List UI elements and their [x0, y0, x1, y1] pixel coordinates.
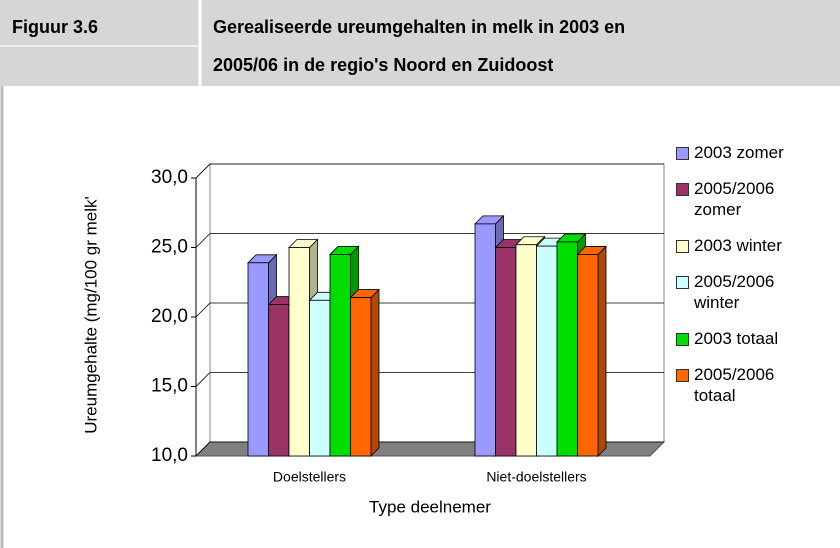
y-axis-title: Ureumgehalte (mg/100 gr melk' [81, 196, 100, 434]
legend-item: 2003 totaal [676, 328, 796, 349]
bar-front [515, 244, 537, 457]
bar-front [247, 262, 269, 457]
legend-item: 2005/2006 zomer [676, 178, 796, 220]
grid-line [195, 163, 664, 179]
bar-front [329, 254, 351, 457]
bar-front [288, 247, 310, 457]
grid-segment [195, 233, 664, 248]
bar-front [268, 304, 290, 457]
bar-front [474, 223, 496, 457]
y-tick-label: 30,0 [151, 167, 188, 188]
legend-item: 2003 winter [676, 235, 796, 256]
grid-line [195, 233, 664, 248]
y-tick-label: 10,0 [151, 445, 188, 466]
bar [349, 288, 380, 457]
legend-label: 2003 winter [694, 236, 782, 255]
bar-side [370, 288, 380, 457]
y-tick-label: 20,0 [151, 306, 188, 327]
bar-front [495, 247, 517, 457]
bar-front [577, 254, 599, 457]
figure-title: Gerealiseerde ureumgehalten in melk in 2… [213, 17, 625, 37]
legend-label: 2005/2006 zomer [694, 179, 775, 219]
legend-label: 2005/2006 totaal [694, 365, 775, 405]
legend-label: 2005/2006 winter [694, 272, 775, 312]
figure-title: 2005/06 in de regio's Noord en Zuidoost [213, 55, 553, 75]
legend-label: 2003 zomer [694, 143, 784, 162]
bar-side [597, 245, 607, 457]
bar-front [350, 297, 372, 457]
bar [576, 245, 607, 457]
bar-front [536, 245, 558, 457]
legend-item: 2003 zomer [676, 142, 796, 163]
legend: 2003 zomer 2005/2006 zomer 2003 winter 2005… [676, 142, 796, 421]
y-tick-label: 15,0 [151, 376, 188, 397]
bar-front [556, 241, 578, 457]
bar-front [309, 299, 331, 457]
x-axis-title: Type deelnemer [369, 497, 491, 516]
legend-swatch [676, 276, 689, 289]
legend-swatch [676, 369, 689, 382]
y-tick-label: 25,0 [151, 237, 188, 258]
legend-item: 2005/2006 winter [676, 271, 796, 313]
figure-label: Figuur 3.6 [12, 17, 98, 37]
legend-swatch [676, 147, 689, 160]
legend-label: 2003 totaal [694, 329, 779, 348]
legend-swatch [676, 183, 689, 196]
legend-swatch [676, 240, 689, 253]
x-tick-label: Doelstellers [273, 469, 346, 485]
header-band [0, 0, 840, 86]
grid-segment [195, 163, 664, 179]
legend-item: 2005/2006 totaal [676, 364, 796, 406]
x-tick-label: Niet-doelstellers [486, 469, 586, 485]
legend-swatch [676, 333, 689, 346]
